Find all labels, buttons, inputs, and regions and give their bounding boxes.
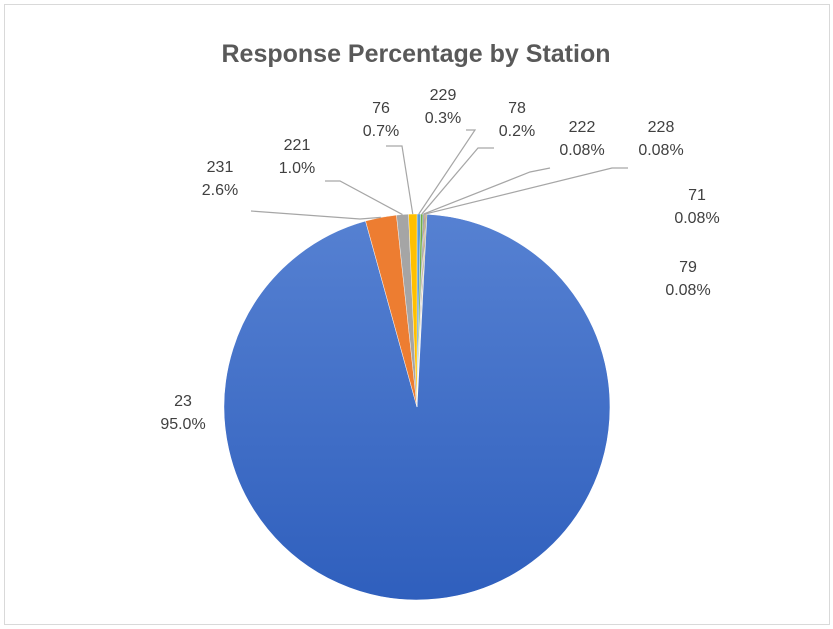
slice-percent-222: 0.08%	[559, 142, 604, 159]
slice-percent-71: 0.08%	[674, 210, 719, 227]
slice-label-229: 229	[430, 87, 457, 104]
slice-percent-228: 0.08%	[638, 142, 683, 159]
slice-percent-231: 2.6%	[202, 182, 238, 199]
leader-line-231	[250, 210, 381, 220]
slice-percent-229: 0.3%	[425, 110, 461, 127]
leader-line-221	[325, 180, 403, 216]
slice-label-79: 79	[679, 259, 697, 276]
leader-line-228	[424, 167, 628, 215]
slice-label-228: 228	[648, 119, 675, 136]
pie-slice-23	[223, 213, 611, 601]
slice-label-78: 78	[508, 100, 526, 117]
slice-percent-78: 0.2%	[499, 123, 535, 140]
slice-label-71: 71	[688, 187, 706, 204]
slice-percent-221: 1.0%	[279, 160, 315, 177]
slice-label-23: 23	[174, 393, 192, 410]
slice-percent-76: 0.7%	[363, 123, 399, 140]
slice-label-221: 221	[284, 137, 311, 154]
leader-line-76	[386, 145, 414, 215]
slice-label-222: 222	[569, 119, 596, 136]
leader-line-78	[421, 147, 494, 215]
leader-line-229	[418, 129, 477, 215]
slice-label-231: 231	[207, 159, 234, 176]
slice-label-76: 76	[372, 100, 390, 117]
leader-line-222	[423, 167, 551, 215]
slice-percent-79: 0.08%	[665, 282, 710, 299]
slice-percent-23: 95.0%	[160, 416, 205, 433]
chart-title: Response Percentage by Station	[221, 40, 610, 68]
